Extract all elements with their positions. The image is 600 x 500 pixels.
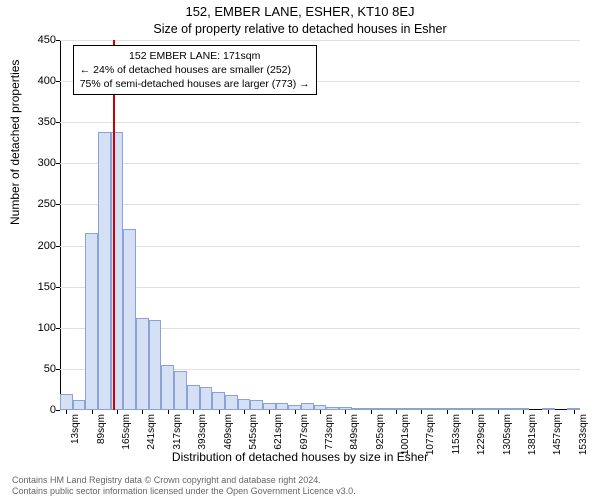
x-tick-mark xyxy=(66,410,67,414)
histogram-bar xyxy=(98,132,111,410)
histogram-bar xyxy=(250,400,263,410)
y-tick-mark xyxy=(56,369,60,370)
y-tick-label: 350 xyxy=(38,116,56,128)
property-marker-line xyxy=(113,40,115,410)
histogram-bar xyxy=(174,371,187,410)
x-tick-mark xyxy=(269,410,270,414)
footer-line-2: Contains public sector information licen… xyxy=(12,486,356,497)
y-tick-label: 150 xyxy=(38,281,56,293)
histogram-chart: 05010015020025030035040045013sqm89sqm165… xyxy=(60,40,580,410)
x-tick-mark xyxy=(447,410,448,414)
histogram-bar xyxy=(149,320,162,410)
y-tick-mark xyxy=(56,163,60,164)
grid-line xyxy=(60,163,580,164)
grid-line xyxy=(60,287,580,288)
histogram-bar xyxy=(504,408,517,410)
histogram-bar xyxy=(85,233,98,410)
y-tick-label: 450 xyxy=(38,34,56,46)
y-tick-label: 0 xyxy=(50,404,56,416)
x-tick-mark xyxy=(498,410,499,414)
x-tick-mark xyxy=(523,410,524,414)
histogram-bar xyxy=(453,408,466,410)
x-tick-mark xyxy=(219,410,220,414)
x-axis-label: Distribution of detached houses by size … xyxy=(0,450,600,464)
x-tick-mark xyxy=(472,410,473,414)
x-tick-mark xyxy=(371,410,372,414)
x-tick-mark xyxy=(168,410,169,414)
x-tick-mark xyxy=(345,410,346,414)
y-tick-label: 100 xyxy=(38,322,56,334)
y-tick-mark xyxy=(56,81,60,82)
page-title: 152, EMBER LANE, ESHER, KT10 8EJ xyxy=(0,4,600,19)
y-tick-mark xyxy=(56,287,60,288)
x-tick-mark xyxy=(574,410,575,414)
y-tick-label: 50 xyxy=(44,363,56,375)
histogram-bar xyxy=(200,387,213,410)
grid-line xyxy=(60,122,580,123)
annotation-line-3: 75% of semi-detached houses are larger (… xyxy=(80,77,310,91)
histogram-bar xyxy=(276,403,289,410)
histogram-bar xyxy=(73,400,86,410)
histogram-bar xyxy=(225,395,238,410)
y-tick-mark xyxy=(56,122,60,123)
y-tick-label: 300 xyxy=(38,157,56,169)
grid-line xyxy=(60,204,580,205)
x-tick-mark xyxy=(421,410,422,414)
footer-line-1: Contains HM Land Registry data © Crown c… xyxy=(12,475,356,486)
y-tick-mark xyxy=(56,410,60,411)
histogram-bar xyxy=(402,408,415,410)
x-tick-mark xyxy=(244,410,245,414)
histogram-bar xyxy=(187,385,200,410)
x-tick-mark xyxy=(548,410,549,414)
histogram-bar xyxy=(352,408,365,410)
grid-line xyxy=(60,40,580,41)
attribution-footer: Contains HM Land Registry data © Crown c… xyxy=(12,475,356,498)
x-tick-mark xyxy=(92,410,93,414)
x-tick-mark xyxy=(295,410,296,414)
histogram-bar xyxy=(428,408,441,410)
page-subtitle: Size of property relative to detached ho… xyxy=(0,22,600,36)
annotation-line-2: ← 24% of detached houses are smaller (25… xyxy=(80,63,310,77)
histogram-bar xyxy=(161,365,174,410)
histogram-bar xyxy=(123,229,136,410)
y-tick-mark xyxy=(56,246,60,247)
y-tick-mark xyxy=(56,40,60,41)
histogram-bar xyxy=(479,408,492,410)
histogram-bar xyxy=(212,392,225,410)
x-tick-mark xyxy=(396,410,397,414)
y-axis-line xyxy=(60,40,61,410)
x-tick-mark xyxy=(193,410,194,414)
histogram-bar xyxy=(238,399,251,411)
y-tick-label: 400 xyxy=(38,75,56,87)
annotation-line-1: 152 EMBER LANE: 171sqm xyxy=(80,49,310,63)
histogram-bar xyxy=(377,408,390,410)
y-tick-mark xyxy=(56,328,60,329)
histogram-bar xyxy=(60,394,73,410)
grid-line xyxy=(60,246,580,247)
histogram-bar xyxy=(136,318,149,410)
histogram-bar xyxy=(326,407,339,410)
annotation-box: 152 EMBER LANE: 171sqm← 24% of detached … xyxy=(73,45,317,96)
x-tick-mark xyxy=(142,410,143,414)
y-tick-label: 200 xyxy=(38,240,56,252)
y-tick-mark xyxy=(56,204,60,205)
histogram-bar xyxy=(301,403,314,410)
y-axis-label: Number of detached properties xyxy=(8,60,22,225)
x-tick-mark xyxy=(320,410,321,414)
y-tick-label: 250 xyxy=(38,198,56,210)
x-tick-mark xyxy=(117,410,118,414)
